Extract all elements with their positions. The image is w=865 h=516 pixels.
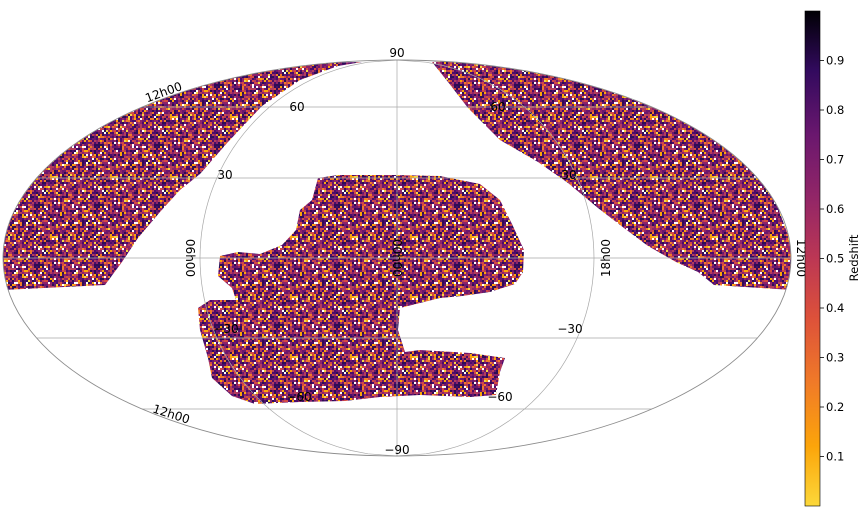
colorbar-tick-label: 0.3 (826, 351, 844, 365)
colorbar-tick-label: 0.5 (826, 252, 844, 266)
lat-label-90: 90 (389, 46, 404, 60)
lat-label-60-right: 60 (490, 100, 505, 114)
lat-label-minus60-right: −60 (487, 390, 512, 404)
meridian-line (199, 60, 398, 456)
colorbar-tick-label: 0.8 (826, 103, 844, 117)
lat-label-minus30-left: −30 (213, 322, 238, 336)
colorbar-tick-label: 0.2 (826, 400, 844, 414)
lon-label-12h-bottom-left: 12h00 (151, 402, 192, 427)
lat-label-60-left: 60 (289, 100, 304, 114)
colorbar-tick-label: 0.1 (826, 450, 844, 464)
meridian-line (396, 60, 595, 456)
lat-label-30-right: 30 (561, 168, 576, 182)
colorbar-tick-label: 0.7 (826, 153, 844, 167)
graticule (3, 60, 791, 456)
colorbar-tick-label: 0.6 (826, 202, 844, 216)
survey-footprint (3, 60, 791, 404)
colorbar-tick-label: 0.4 (826, 301, 844, 315)
colorbar-ticks: 0.1 0.2 0.3 0.4 0.5 0.6 0.7 0.8 0.9 (820, 54, 844, 464)
lon-label-12h-right: 12h00 (794, 239, 808, 277)
colorbar: 0.1 0.2 0.3 0.4 0.5 0.6 0.7 0.8 0.9 Redshift (804, 10, 861, 507)
footprint-south-center (198, 175, 524, 404)
lon-label-00h: 00h00 (390, 239, 404, 277)
lat-label-30-left: 30 (217, 168, 232, 182)
colorbar-tick-label: 0.9 (826, 54, 844, 68)
colorbar-label: Redshift (847, 234, 861, 281)
lat-label-minus90: −90 (384, 443, 409, 457)
lat-label-minus30-right: −30 (557, 322, 582, 336)
lon-label-18h: 18h00 (599, 239, 613, 277)
lon-label-06h: 06h00 (183, 239, 197, 277)
map-outline (2, 59, 792, 457)
lat-label-minus60-left: −60 (286, 390, 311, 404)
colorbar-gradient (804, 10, 821, 507)
